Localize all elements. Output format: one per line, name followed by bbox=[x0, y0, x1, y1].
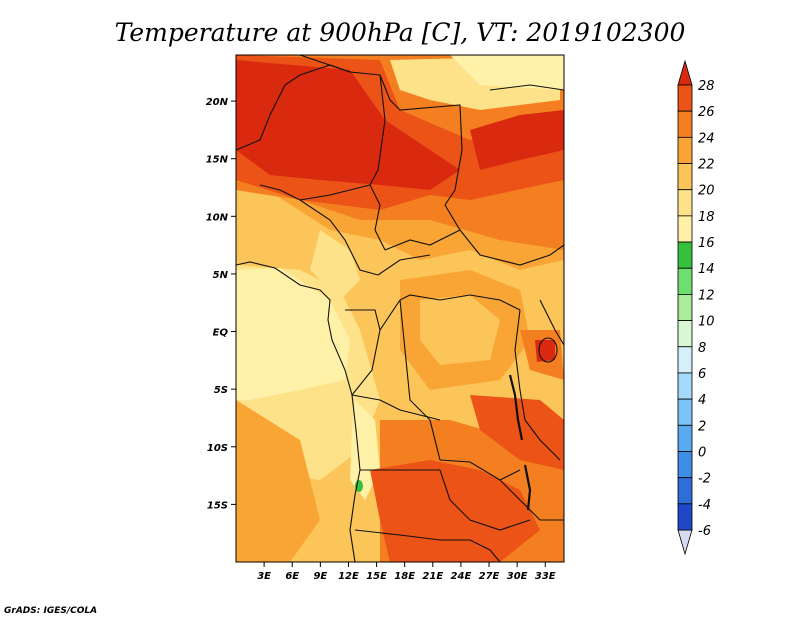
field-region bbox=[236, 400, 320, 562]
colorbar-label: -4 bbox=[698, 498, 711, 513]
border-line bbox=[514, 309, 561, 461]
map-frame bbox=[235, 54, 565, 563]
lake-malawi bbox=[523, 464, 532, 511]
lat-tick-label: 15N bbox=[206, 155, 229, 166]
colorbar-box bbox=[677, 136, 693, 164]
lon-tick-label: 12E bbox=[338, 571, 359, 582]
colorbar-label: -6 bbox=[698, 524, 711, 539]
field-region bbox=[535, 340, 555, 362]
border-line bbox=[439, 459, 521, 481]
field-region bbox=[470, 110, 564, 170]
lake-victoria bbox=[538, 337, 558, 363]
colorbar-bottom-triangle bbox=[677, 529, 693, 556]
colorbar-box bbox=[677, 477, 693, 505]
colorbar-label: 22 bbox=[698, 158, 715, 173]
colorbar-box bbox=[677, 320, 693, 348]
lon-tick-label: 18E bbox=[394, 571, 415, 582]
lon-tick-label: 9E bbox=[313, 571, 327, 582]
lat-tick-label: 5N bbox=[213, 270, 229, 281]
border-line bbox=[259, 184, 379, 276]
field-region bbox=[450, 55, 564, 90]
colorbar-box bbox=[677, 215, 693, 243]
border-line bbox=[384, 229, 461, 251]
border-line bbox=[351, 394, 441, 421]
colorbar-label: 8 bbox=[698, 341, 706, 356]
lon-tick-label: 27E bbox=[479, 571, 500, 582]
lat-tick-label: 20N bbox=[206, 97, 229, 108]
border-line bbox=[299, 55, 463, 206]
border-line bbox=[377, 254, 431, 276]
colorbar-label: 26 bbox=[698, 105, 715, 120]
field-region bbox=[310, 230, 360, 300]
colorbar-box bbox=[677, 163, 693, 191]
lat-tick-label: EQ bbox=[213, 328, 229, 339]
colorbar-box bbox=[677, 294, 693, 321]
colorbar-box bbox=[677, 189, 693, 217]
lake-tanganyika bbox=[508, 374, 524, 441]
colorbar-box bbox=[677, 241, 693, 269]
colorbar-label: -2 bbox=[698, 472, 711, 487]
lon-tick-label: 15E bbox=[366, 571, 387, 582]
colorbar-box bbox=[677, 398, 693, 426]
colorbar-box bbox=[677, 372, 693, 400]
field-region bbox=[236, 268, 350, 400]
border-line bbox=[299, 184, 371, 201]
colorbar-label: 14 bbox=[698, 262, 715, 277]
colorbar-box bbox=[677, 424, 693, 452]
lon-tick-label: 21E bbox=[422, 571, 443, 582]
lon-tick-label: 6E bbox=[285, 571, 299, 582]
colorbar-label: 24 bbox=[698, 131, 715, 146]
border-line bbox=[499, 479, 564, 521]
colorbar-box bbox=[677, 503, 693, 531]
temperature-field bbox=[236, 55, 564, 562]
colorbar-box bbox=[677, 110, 693, 138]
lon-tick-label: 24E bbox=[451, 571, 472, 582]
colorbar-label: 2 bbox=[698, 419, 706, 434]
colorbar-label: 10 bbox=[698, 315, 715, 330]
border-line bbox=[236, 64, 351, 151]
temperature-map bbox=[236, 55, 564, 562]
colorbar-box bbox=[677, 346, 693, 374]
border-line bbox=[539, 299, 564, 346]
latitude-axis: 20N 15N 10N 5N EQ 5S 10S 15S bbox=[206, 97, 236, 511]
lon-tick-label: 33E bbox=[535, 571, 556, 582]
country-borders bbox=[236, 55, 564, 562]
lon-tick-label: 30E bbox=[507, 571, 528, 582]
border-line bbox=[439, 469, 531, 531]
border-line bbox=[354, 529, 501, 562]
lat-tick-label: 10S bbox=[207, 443, 228, 454]
colorbar-label: 16 bbox=[698, 236, 715, 251]
colorbar-label: 4 bbox=[698, 393, 706, 408]
colorbar-label: 20 bbox=[698, 184, 715, 199]
colorbar-box bbox=[677, 84, 693, 112]
grads-credit: GrADS: IGES/COLA bbox=[4, 606, 97, 616]
lon-tick-label: 3E bbox=[257, 571, 271, 582]
border-line bbox=[489, 84, 564, 91]
border-line bbox=[236, 261, 361, 562]
plot-title: Temperature at 900hPa [C], VT: 201910230… bbox=[115, 18, 686, 47]
lat-tick-label: 15S bbox=[207, 500, 228, 511]
colorbar-box bbox=[677, 451, 693, 479]
colorbar-label: 12 bbox=[698, 288, 715, 303]
field-region bbox=[420, 295, 500, 365]
border-line bbox=[399, 299, 441, 461]
field-region bbox=[236, 60, 460, 190]
lat-tick-label: 10N bbox=[206, 212, 229, 223]
colorbar-top-triangle bbox=[677, 59, 693, 86]
field-region bbox=[470, 395, 564, 470]
lat-tick-label: 5S bbox=[214, 385, 228, 396]
colorbar-label: 28 bbox=[698, 79, 715, 94]
colorbar-label: 18 bbox=[698, 210, 715, 225]
longitude-axis: 3E 6E 9E 12E 15E 18E 21E 24E 27E 30E 33E bbox=[257, 562, 556, 582]
colorbar-box bbox=[677, 267, 693, 295]
border-line bbox=[444, 204, 564, 266]
colorbar-label: 0 bbox=[698, 445, 706, 460]
colorbar-label: 6 bbox=[698, 367, 706, 382]
